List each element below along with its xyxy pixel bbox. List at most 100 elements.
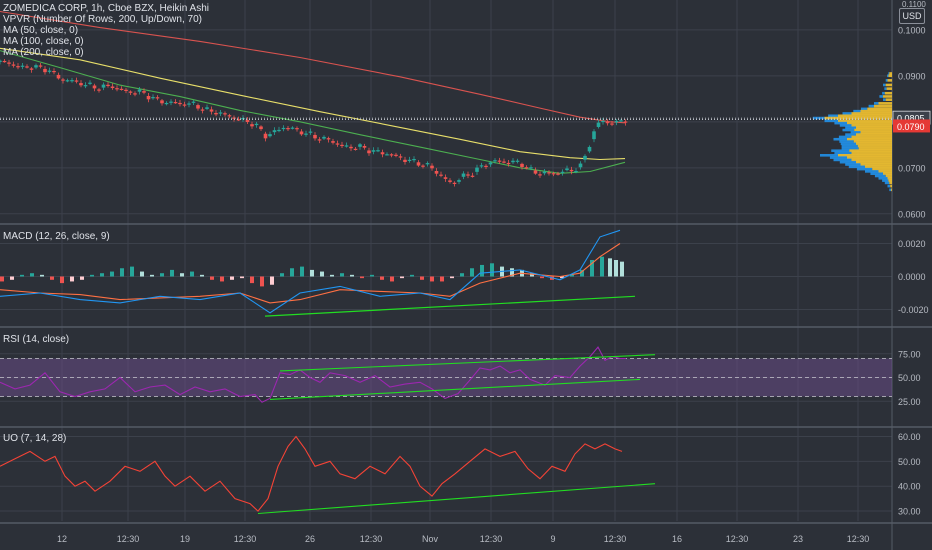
candle-body <box>133 93 137 95</box>
vpvr-up-bar <box>840 142 856 146</box>
candle-body <box>227 115 232 117</box>
indicator-ma100[interactable]: MA (100, close, 0) <box>3 36 84 47</box>
vpvr-up-bar <box>883 83 886 87</box>
vpvr-down-bar <box>851 135 892 139</box>
candle-body <box>281 127 286 130</box>
macd-histogram-bar <box>330 274 334 277</box>
candle-body <box>182 104 187 106</box>
candle-body <box>484 165 488 168</box>
macd-histogram-bar <box>590 260 594 277</box>
vpvr-down-bar <box>838 114 892 118</box>
candle-body <box>425 163 430 165</box>
uo-title[interactable]: UO (7, 14, 28) <box>3 433 67 444</box>
candle-body <box>92 85 97 89</box>
vpvr-up-bar <box>839 124 852 127</box>
macd-title[interactable]: MACD (12, 26, close, 9) <box>3 231 110 242</box>
macd-histogram-bar <box>160 273 164 277</box>
candle-body <box>434 170 439 174</box>
vpvr-up-bar <box>860 107 868 111</box>
x-tick-label: 12:30 <box>117 534 140 544</box>
vpvr-down-bar <box>849 149 892 153</box>
candle-body <box>497 160 502 162</box>
vpvr-up-bar <box>842 112 852 115</box>
vpvr-up-bar <box>824 119 838 123</box>
candle-body <box>326 138 331 140</box>
vpvr-up-bar <box>812 116 825 120</box>
candle-body <box>416 162 421 166</box>
vpvr-up-bar <box>874 102 879 105</box>
uo-pane[interactable] <box>0 435 656 515</box>
vpvr-up-bar <box>845 126 856 130</box>
vpvr-down-bar <box>888 74 892 78</box>
candle-body <box>254 123 259 126</box>
candle-body <box>313 134 317 139</box>
vpvr-up-bar <box>853 109 861 113</box>
indicator-ma200[interactable]: MA (200, close, 0) <box>3 47 84 58</box>
vpvr-histogram <box>812 72 892 192</box>
vpvr-down-bar <box>872 167 892 171</box>
macd-histogram-bar <box>390 276 394 282</box>
candle-body <box>88 82 92 84</box>
candle-body <box>520 163 524 168</box>
candle-body <box>56 74 61 79</box>
indicator-ma50[interactable]: MA (50, close, 0) <box>3 25 79 36</box>
uo-line <box>0 435 623 512</box>
candle-body <box>268 134 272 137</box>
candle-body <box>583 155 587 160</box>
macd-histogram-bar <box>410 274 414 277</box>
candle-body <box>358 144 362 147</box>
vpvr-up-bar <box>884 181 890 185</box>
vpvr-down-bar <box>887 79 892 82</box>
macd-line <box>0 229 621 314</box>
candle-body <box>263 133 268 139</box>
macd-histogram-bar <box>450 276 454 279</box>
rsi-pane[interactable] <box>0 346 892 403</box>
price-axis[interactable]: 0.10000.09000.08000.07000.06000.00200.00… <box>892 25 931 517</box>
candle-body <box>110 86 115 89</box>
price-pane[interactable] <box>0 10 892 187</box>
vpvr-up-bar <box>848 165 865 169</box>
currency-button[interactable]: USD <box>899 8 925 24</box>
vpvr-down-bar <box>885 98 892 101</box>
y-tick-label: 50.00 <box>898 373 921 383</box>
macd-pane[interactable] <box>0 229 636 317</box>
vpvr-down-bar <box>886 87 892 90</box>
x-tick-label: 12:30 <box>234 534 257 544</box>
candle-body <box>475 167 479 172</box>
candle-body <box>52 70 56 73</box>
indicator-vpvr[interactable]: VPVR (Number Of Rows, 200, Up/Down, 70) <box>3 14 202 25</box>
vpvr-down-bar <box>878 170 892 173</box>
vpvr-down-bar <box>884 91 892 95</box>
time-axis[interactable]: 12 12:30 19 12:30 26 12:30 Nov 12:30 9 12:30 16 12:… <box>57 534 869 544</box>
macd-histogram-bar <box>380 276 384 280</box>
candle-body <box>565 168 569 171</box>
vpvr-up-bar <box>834 151 852 155</box>
macd-histogram-bar <box>180 273 184 277</box>
candle-body <box>569 169 574 172</box>
candle-body <box>371 150 376 152</box>
candle-body <box>506 162 511 165</box>
rsi-title[interactable]: RSI (14, close) <box>3 334 70 345</box>
candle-body <box>398 156 403 158</box>
candle-body <box>187 103 191 105</box>
macd-histogram-bar <box>150 274 154 277</box>
x-tick-label: Nov <box>422 534 439 544</box>
candle-body <box>610 123 614 125</box>
candle-body <box>389 154 394 156</box>
candle-body <box>412 158 416 161</box>
candle-body <box>592 131 596 140</box>
price-tag-close-box <box>893 119 930 133</box>
candle-body <box>394 154 398 156</box>
symbol-title[interactable]: ZOMEDICA CORP, 1h, Cboe BZX, Heikin Ashi <box>3 3 210 14</box>
vpvr-up-bar <box>845 163 861 166</box>
candle-body <box>376 150 380 152</box>
x-tick-label: 12:30 <box>847 534 870 544</box>
candle-body <box>452 182 457 184</box>
candle-body <box>146 95 151 100</box>
candle-body <box>457 180 461 182</box>
macd-histogram-bar <box>420 276 424 280</box>
vpvr-up-bar <box>879 95 883 98</box>
vpvr-up-bar <box>870 172 883 176</box>
